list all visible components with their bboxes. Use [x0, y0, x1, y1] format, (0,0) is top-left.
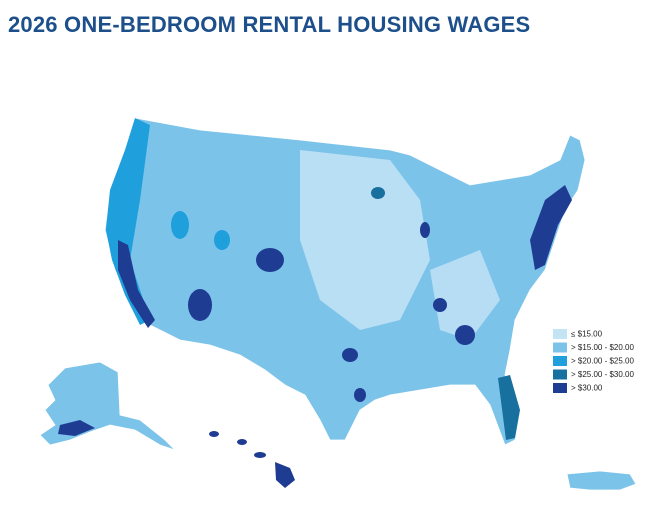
legend-label: > $20.00 - $25.00	[571, 357, 634, 366]
northeast	[530, 185, 572, 270]
legend-swatch	[553, 356, 567, 366]
title: 2026 ONE-BEDROOM RENTAL HOUSING WAGES	[8, 12, 531, 37]
ca-coast	[118, 240, 155, 328]
alaska-south	[58, 420, 95, 436]
legend-label: ≤ $15.00	[571, 330, 603, 339]
legend-swatch	[553, 369, 567, 380]
metro	[354, 388, 366, 402]
legend-swatch	[553, 329, 567, 339]
island	[254, 452, 266, 458]
florida	[498, 375, 520, 440]
metro	[342, 348, 358, 362]
hawaii	[209, 431, 295, 488]
metro	[188, 289, 212, 321]
alaska	[39, 361, 176, 451]
metro	[214, 230, 230, 250]
metro	[256, 248, 284, 272]
island	[209, 431, 219, 437]
light-region	[430, 250, 500, 340]
island	[275, 462, 295, 488]
west-coast	[106, 118, 150, 325]
legend-swatch	[553, 383, 567, 393]
island	[237, 439, 247, 445]
mainland	[104, 117, 586, 446]
metro	[455, 325, 475, 345]
metro	[371, 187, 385, 199]
light-region	[300, 150, 430, 330]
legend-label: > $30.00	[571, 384, 603, 393]
legend-label: > $15.00 - $20.00	[571, 343, 634, 352]
legend: ≤ $15.00 > $15.00 - $20.00 > $20.00 - $25.…	[553, 329, 634, 393]
metro	[171, 211, 189, 239]
metro	[420, 222, 430, 238]
legend-swatch	[553, 342, 567, 353]
puerto-rico	[566, 470, 637, 491]
metro	[433, 298, 447, 312]
legend-label: > $25.00 - $30.00	[571, 370, 634, 379]
